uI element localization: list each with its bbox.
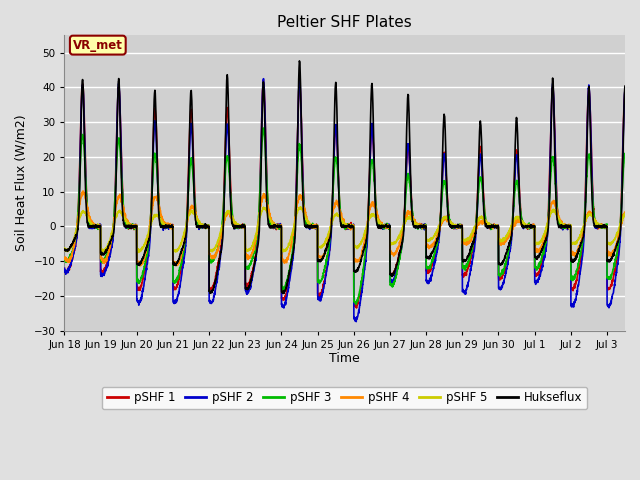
Y-axis label: Soil Heat Flux (W/m2): Soil Heat Flux (W/m2): [15, 115, 28, 252]
Legend: pSHF 1, pSHF 2, pSHF 3, pSHF 4, pSHF 5, Hukseflux: pSHF 1, pSHF 2, pSHF 3, pSHF 4, pSHF 5, …: [102, 387, 588, 409]
Title: Peltier SHF Plates: Peltier SHF Plates: [277, 15, 412, 30]
Text: VR_met: VR_met: [73, 38, 123, 52]
X-axis label: Time: Time: [330, 352, 360, 365]
